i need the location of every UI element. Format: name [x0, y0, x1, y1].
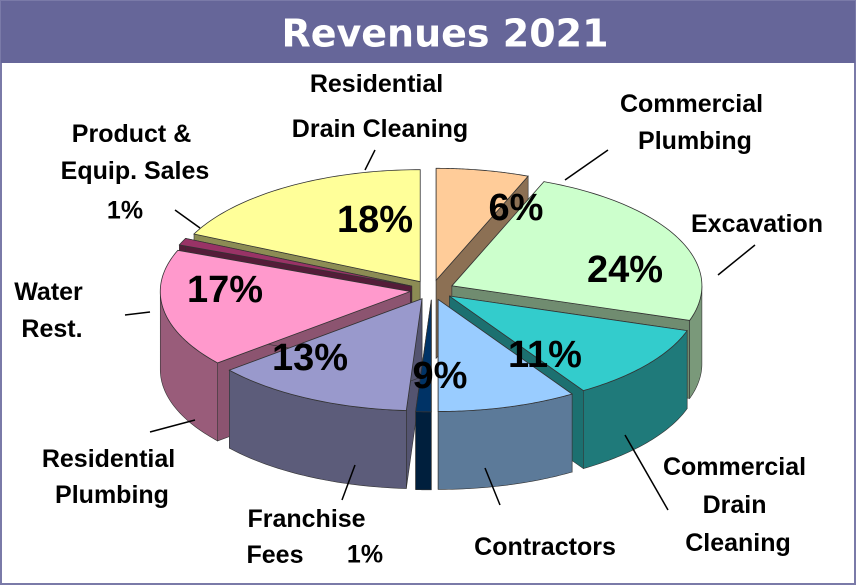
data-label: 6% [489, 187, 544, 229]
data-label: 17% [187, 269, 263, 311]
leader-line [174, 209, 201, 229]
slice [437, 298, 574, 412]
category-label: Contractors [474, 533, 616, 561]
slice-side [415, 411, 432, 491]
slice [415, 299, 432, 491]
slice [449, 295, 688, 392]
slice [437, 298, 574, 490]
category-label: Excavation [691, 210, 823, 238]
leader-line [364, 149, 376, 171]
data-label: 24% [587, 249, 663, 291]
leader-line [717, 244, 756, 276]
category-label: Commercial Drain Cleaning [663, 453, 813, 557]
slice [178, 237, 412, 287]
leader-line [624, 434, 669, 511]
data-label: 1% [347, 541, 383, 569]
category-label: Residential Drain Cleaning [292, 70, 468, 143]
title-bar [1, 1, 855, 63]
data-label: 18% [337, 199, 413, 241]
leader-line [124, 311, 151, 316]
category-label: Residential Plumbing [42, 445, 182, 509]
leader-line [484, 467, 501, 506]
slice [228, 298, 423, 411]
category-label: Franchise Fees [247, 505, 373, 569]
data-label: 1% [107, 197, 143, 225]
data-label: 9% [413, 355, 468, 397]
data-label: 13% [272, 337, 348, 379]
data-label: 11% [508, 334, 582, 376]
slice [228, 298, 423, 489]
leader-line [564, 149, 609, 181]
category-label: Water Rest. [14, 278, 89, 343]
slice [451, 181, 703, 321]
leader-line [149, 419, 196, 433]
category-label: Commercial Plumbing [620, 90, 770, 155]
slice [159, 249, 412, 364]
chart-title: Revenues 2021 [281, 12, 608, 56]
slice [415, 299, 432, 413]
category-label: Product & Equip. Sales [61, 120, 210, 185]
slice [435, 167, 529, 282]
slice [193, 169, 421, 283]
leader-line [341, 464, 356, 501]
